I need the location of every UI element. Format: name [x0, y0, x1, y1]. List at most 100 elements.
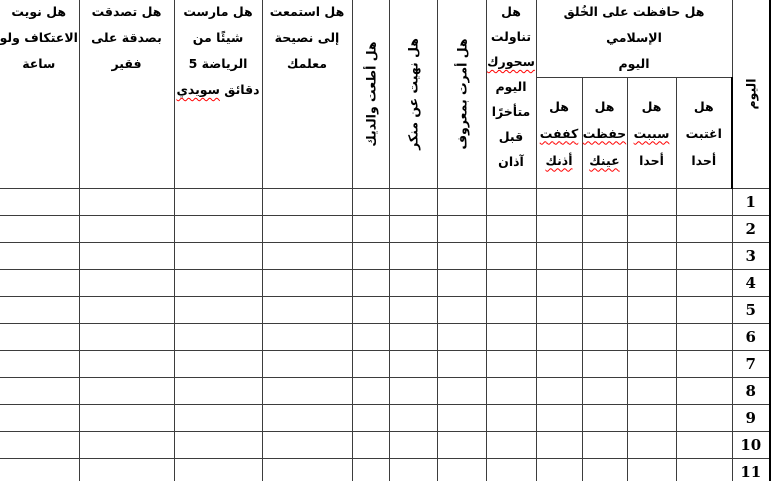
- grid-cell[interactable]: [173, 431, 263, 459]
- grid-cell[interactable]: [78, 377, 175, 405]
- grid-cell[interactable]: [388, 323, 438, 351]
- grid-cell[interactable]: [388, 242, 438, 270]
- grid-cell[interactable]: [436, 377, 487, 405]
- grid-cell[interactable]: [626, 350, 677, 378]
- grid-cell[interactable]: [436, 350, 487, 378]
- grid-cell[interactable]: [626, 458, 677, 481]
- grid-cell[interactable]: [675, 269, 733, 297]
- grid-cell[interactable]: [535, 242, 583, 270]
- grid-cell[interactable]: [436, 188, 487, 216]
- grid-cell[interactable]: [626, 269, 677, 297]
- grid-cell[interactable]: [626, 431, 677, 459]
- grid-cell[interactable]: [581, 269, 628, 297]
- grid-cell[interactable]: [261, 431, 353, 459]
- grid-cell[interactable]: [78, 404, 175, 432]
- grid-cell[interactable]: [78, 242, 175, 270]
- grid-cell[interactable]: [485, 350, 537, 378]
- grid-cell[interactable]: [0, 431, 80, 459]
- grid-cell[interactable]: [261, 242, 353, 270]
- grid-cell[interactable]: [351, 269, 390, 297]
- grid-cell[interactable]: [436, 431, 487, 459]
- grid-cell[interactable]: [173, 269, 263, 297]
- grid-cell[interactable]: [78, 269, 175, 297]
- grid-cell[interactable]: [0, 296, 80, 324]
- grid-cell[interactable]: [388, 269, 438, 297]
- grid-cell[interactable]: [261, 458, 353, 481]
- grid-cell[interactable]: [351, 188, 390, 216]
- grid-cell[interactable]: [581, 350, 628, 378]
- grid-cell[interactable]: [388, 215, 438, 243]
- grid-cell[interactable]: [0, 458, 80, 481]
- grid-cell[interactable]: [0, 323, 80, 351]
- grid-cell[interactable]: [626, 296, 677, 324]
- grid-cell[interactable]: [436, 296, 487, 324]
- grid-cell[interactable]: [261, 188, 353, 216]
- grid-cell[interactable]: [436, 404, 487, 432]
- grid-cell[interactable]: [351, 431, 390, 459]
- grid-cell[interactable]: [581, 323, 628, 351]
- grid-cell[interactable]: [173, 458, 263, 481]
- grid-cell[interactable]: [535, 350, 583, 378]
- grid-cell[interactable]: [173, 188, 263, 216]
- grid-cell[interactable]: [173, 296, 263, 324]
- grid-cell[interactable]: [675, 404, 733, 432]
- grid-cell[interactable]: [626, 188, 677, 216]
- grid-cell[interactable]: [0, 215, 80, 243]
- grid-cell[interactable]: [485, 404, 537, 432]
- grid-cell[interactable]: [581, 215, 628, 243]
- grid-cell[interactable]: [388, 431, 438, 459]
- grid-cell[interactable]: [261, 323, 353, 351]
- grid-cell[interactable]: [535, 188, 583, 216]
- grid-cell[interactable]: [535, 377, 583, 405]
- grid-cell[interactable]: [675, 377, 733, 405]
- grid-cell[interactable]: [436, 215, 487, 243]
- grid-cell[interactable]: [581, 431, 628, 459]
- grid-cell[interactable]: [485, 269, 537, 297]
- grid-cell[interactable]: [173, 242, 263, 270]
- grid-cell[interactable]: [388, 404, 438, 432]
- grid-cell[interactable]: [173, 215, 263, 243]
- grid-cell[interactable]: [485, 458, 537, 481]
- grid-cell[interactable]: [351, 323, 390, 351]
- grid-cell[interactable]: [675, 215, 733, 243]
- grid-cell[interactable]: [78, 188, 175, 216]
- grid-cell[interactable]: [388, 458, 438, 481]
- grid-cell[interactable]: [581, 458, 628, 481]
- grid-cell[interactable]: [261, 350, 353, 378]
- grid-cell[interactable]: [351, 296, 390, 324]
- grid-cell[interactable]: [78, 215, 175, 243]
- grid-cell[interactable]: [581, 377, 628, 405]
- grid-cell[interactable]: [535, 296, 583, 324]
- grid-cell[interactable]: [626, 404, 677, 432]
- grid-cell[interactable]: [78, 350, 175, 378]
- grid-cell[interactable]: [388, 188, 438, 216]
- grid-cell[interactable]: [485, 215, 537, 243]
- grid-cell[interactable]: [581, 242, 628, 270]
- grid-cell[interactable]: [388, 296, 438, 324]
- grid-cell[interactable]: [675, 458, 733, 481]
- grid-cell[interactable]: [675, 431, 733, 459]
- grid-cell[interactable]: [485, 377, 537, 405]
- grid-cell[interactable]: [261, 377, 353, 405]
- grid-cell[interactable]: [351, 350, 390, 378]
- grid-cell[interactable]: [581, 188, 628, 216]
- grid-cell[interactable]: [78, 431, 175, 459]
- grid-cell[interactable]: [0, 377, 80, 405]
- grid-cell[interactable]: [173, 350, 263, 378]
- grid-cell[interactable]: [485, 296, 537, 324]
- grid-cell[interactable]: [351, 215, 390, 243]
- grid-cell[interactable]: [388, 377, 438, 405]
- grid-cell[interactable]: [261, 269, 353, 297]
- grid-cell[interactable]: [485, 242, 537, 270]
- grid-cell[interactable]: [675, 350, 733, 378]
- grid-cell[interactable]: [535, 323, 583, 351]
- grid-cell[interactable]: [173, 404, 263, 432]
- grid-cell[interactable]: [485, 431, 537, 459]
- grid-cell[interactable]: [535, 431, 583, 459]
- grid-cell[interactable]: [675, 188, 733, 216]
- grid-cell[interactable]: [626, 215, 677, 243]
- grid-cell[interactable]: [261, 296, 353, 324]
- grid-cell[interactable]: [581, 404, 628, 432]
- grid-cell[interactable]: [535, 404, 583, 432]
- grid-cell[interactable]: [535, 458, 583, 481]
